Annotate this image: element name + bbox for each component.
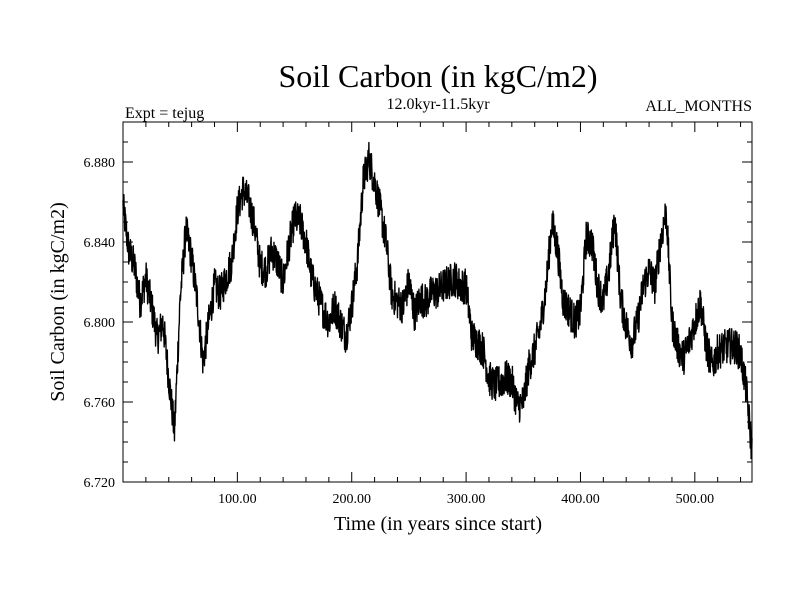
experiment-label: Expt = tejug xyxy=(125,105,204,122)
y-tick-label: 6.840 xyxy=(84,236,116,251)
x-tick-label: 500.00 xyxy=(676,492,715,507)
months-label: ALL_MONTHS xyxy=(645,98,752,115)
y-tick-label: 6.800 xyxy=(84,316,116,331)
chart-title: Soil Carbon (in kgC/m2) xyxy=(278,58,597,94)
y-tick-label: 6.880 xyxy=(84,156,116,171)
x-tick-label: 400.00 xyxy=(561,492,600,507)
y-axis-label: Soil Carbon (in kgC/m2) xyxy=(47,202,69,401)
plot-area: 100.00 200.00 300.00 400.00 500.00 6.720 6.760… xyxy=(84,121,753,507)
x-axis-label: Time (in years since start) xyxy=(334,513,542,535)
y-tick-label: 6.760 xyxy=(84,396,116,411)
x-tick-label: 300.00 xyxy=(447,492,486,507)
x-tick-label: 200.00 xyxy=(332,492,371,507)
y-tick-label: 6.720 xyxy=(84,476,116,491)
soil-carbon-series-line xyxy=(122,141,753,460)
x-tick-label: 100.00 xyxy=(218,492,257,507)
chart-subtitle: 12.0kyr-11.5kyr xyxy=(386,96,490,113)
